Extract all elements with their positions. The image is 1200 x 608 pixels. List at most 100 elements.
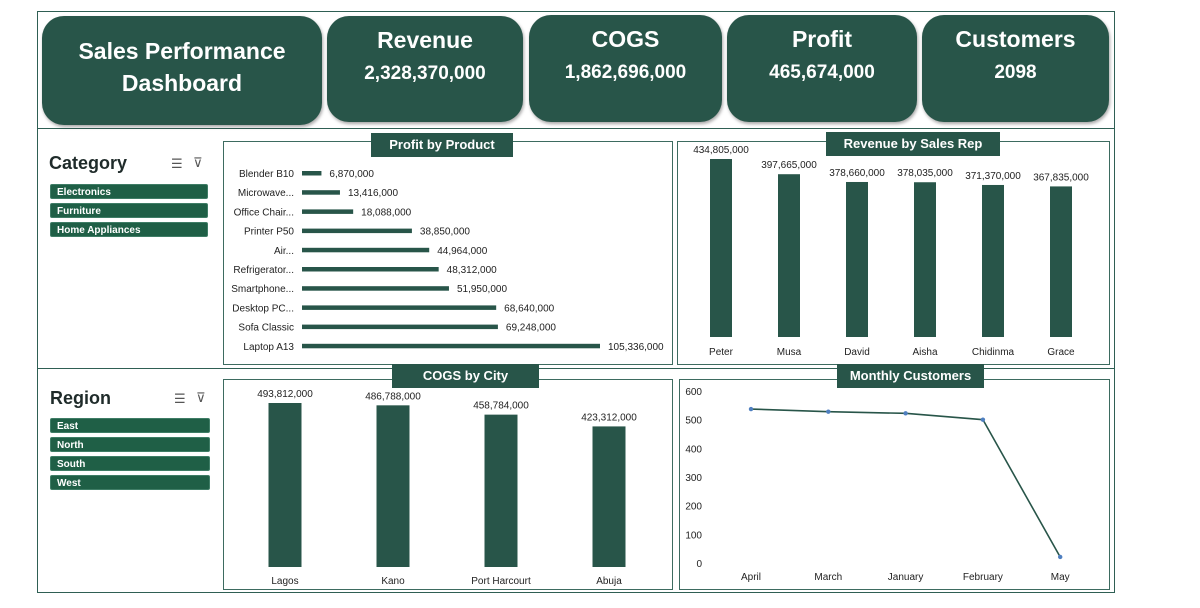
category-label: Refrigerator... [233,265,294,276]
kpi-customers-label: Customers [955,26,1076,52]
kpi-profit-label: Profit [791,26,853,52]
category-label: May [1051,572,1070,583]
slicer-item-south[interactable]: South [50,456,210,471]
dashboard-title-card: Sales Performance Dashboard [42,16,322,125]
kpi-customers-value: 2098 [994,62,1037,83]
bar [302,305,497,310]
kpi-cogs-label: COGS [591,26,660,52]
bar [982,184,1004,337]
bar [302,209,354,214]
y-tick-label: 200 [685,502,702,513]
category-label: Peter [709,347,734,358]
data-label: 397,665,000 [761,160,817,171]
profit-by-product-title: Profit by Product [371,133,513,157]
bar [376,405,410,567]
bar [846,181,868,337]
bar [592,426,626,567]
kpi-revenue-card: Revenue 2,328,370,000 [327,16,523,122]
y-tick-label: 0 [696,559,702,570]
category-label: David [844,347,870,358]
bar [302,343,600,349]
bar [302,267,439,272]
category-label: Grace [1047,347,1075,358]
dashboard-title-line1: Sales Performance [78,38,286,64]
category-label: Aisha [912,347,937,358]
revenue-by-sales-rep-chart: 434,805,000 Peter 397,665,000 Musa 378,660,0… [693,145,1089,358]
y-tick-label: 300 [685,473,702,484]
data-label: 13,416,000 [348,188,398,199]
bar [302,286,449,291]
y-tick-label: 600 [685,387,702,398]
bar [778,174,800,337]
bar [484,414,518,567]
bar [710,159,732,337]
slicer-item-home-appliances[interactable]: Home Appliances [50,222,208,237]
cogs-by-city-panel: 493,812,000 Lagos 486,788,000 Kano 458,784,0… [223,379,673,590]
category-label: Kano [381,576,405,587]
kpi-revenue-label: Revenue [377,27,473,53]
bar [268,403,302,567]
data-label: 69,248,000 [506,323,556,334]
data-label: 434,805,000 [693,145,749,156]
kpi-customers-card: Customers 2098 [922,15,1109,122]
revenue-by-sales-rep-title: Revenue by Sales Rep [826,132,1000,156]
revenue-by-sales-rep-panel: 434,805,000 Peter 397,665,000 Musa 378,660,0… [677,141,1110,365]
category-label: Smartphone... [231,284,294,295]
slicer-item-east[interactable]: East [50,418,210,433]
bar [302,247,430,253]
slicer-item-north[interactable]: North [50,437,210,452]
data-label: 6,870,000 [329,169,374,180]
category-label: January [888,572,924,583]
data-label: 68,640,000 [504,303,554,314]
bar [914,182,936,337]
data-point [748,406,754,412]
category-label: Blender B10 [239,169,294,180]
slicer-item-west[interactable]: West [50,475,210,490]
data-point [980,417,986,422]
region-slicer-title: Region [50,388,111,408]
data-label: 51,950,000 [457,284,507,295]
data-point [903,411,908,416]
category-label: February [963,572,1003,583]
data-label: 371,370,000 [965,171,1021,182]
category-label: Desktop PC... [232,303,294,314]
data-label: 367,835,000 [1033,172,1089,183]
data-label: 18,088,000 [361,207,411,218]
clear-filter-icon[interactable]: ⊽ [193,155,203,170]
series-line [750,408,1061,558]
y-tick-label: 400 [685,444,702,455]
data-label: 48,312,000 [447,265,497,276]
clear-filter-icon[interactable]: ⊽ [196,390,206,405]
bar [1050,186,1072,337]
multi-select-icon[interactable]: ☰ [171,156,183,171]
category-label: March [814,572,842,583]
cogs-by-city-title: COGS by City [392,364,539,388]
y-tick-label: 100 [685,530,702,541]
kpi-cogs-card: COGS 1,862,696,000 [529,15,722,122]
slicer-item-electronics[interactable]: Electronics [50,184,208,199]
monthly-customers-title: Monthly Customers [837,364,984,388]
category-label: Laptop A13 [243,342,294,353]
slicer-item-furniture[interactable]: Furniture [50,203,208,218]
cogs-by-city-chart: 493,812,000 Lagos 486,788,000 Kano 458,784,0… [257,389,637,587]
data-label: 38,850,000 [420,227,470,238]
bar [302,324,498,330]
category-label: Musa [777,347,802,358]
bar [302,171,322,176]
data-label: 493,812,000 [257,389,313,400]
bar [302,228,412,234]
category-label: Abuja [596,576,622,587]
data-label: 378,660,000 [829,168,885,179]
data-label: 105,336,000 [608,342,664,353]
kpi-profit-value: 465,674,000 [769,62,875,83]
data-label: 378,035,000 [897,168,953,179]
category-label: Printer P50 [244,227,294,238]
monthly-customers-chart: 0 100 200 300 400 500 600 April March January Febr… [685,387,1070,583]
data-point [826,409,831,414]
profit-by-product-panel: Blender B10 6,870,000 Microwave... 13,416,0… [223,141,673,365]
monthly-customers-panel: 0 100 200 300 400 500 600 April March January Febr… [679,379,1110,590]
category-label: April [741,572,761,583]
multi-select-icon[interactable]: ☰ [174,391,186,406]
dashboard-title-line2: Dashboard [121,70,243,96]
kpi-profit-card: Profit 465,674,000 [727,15,917,122]
